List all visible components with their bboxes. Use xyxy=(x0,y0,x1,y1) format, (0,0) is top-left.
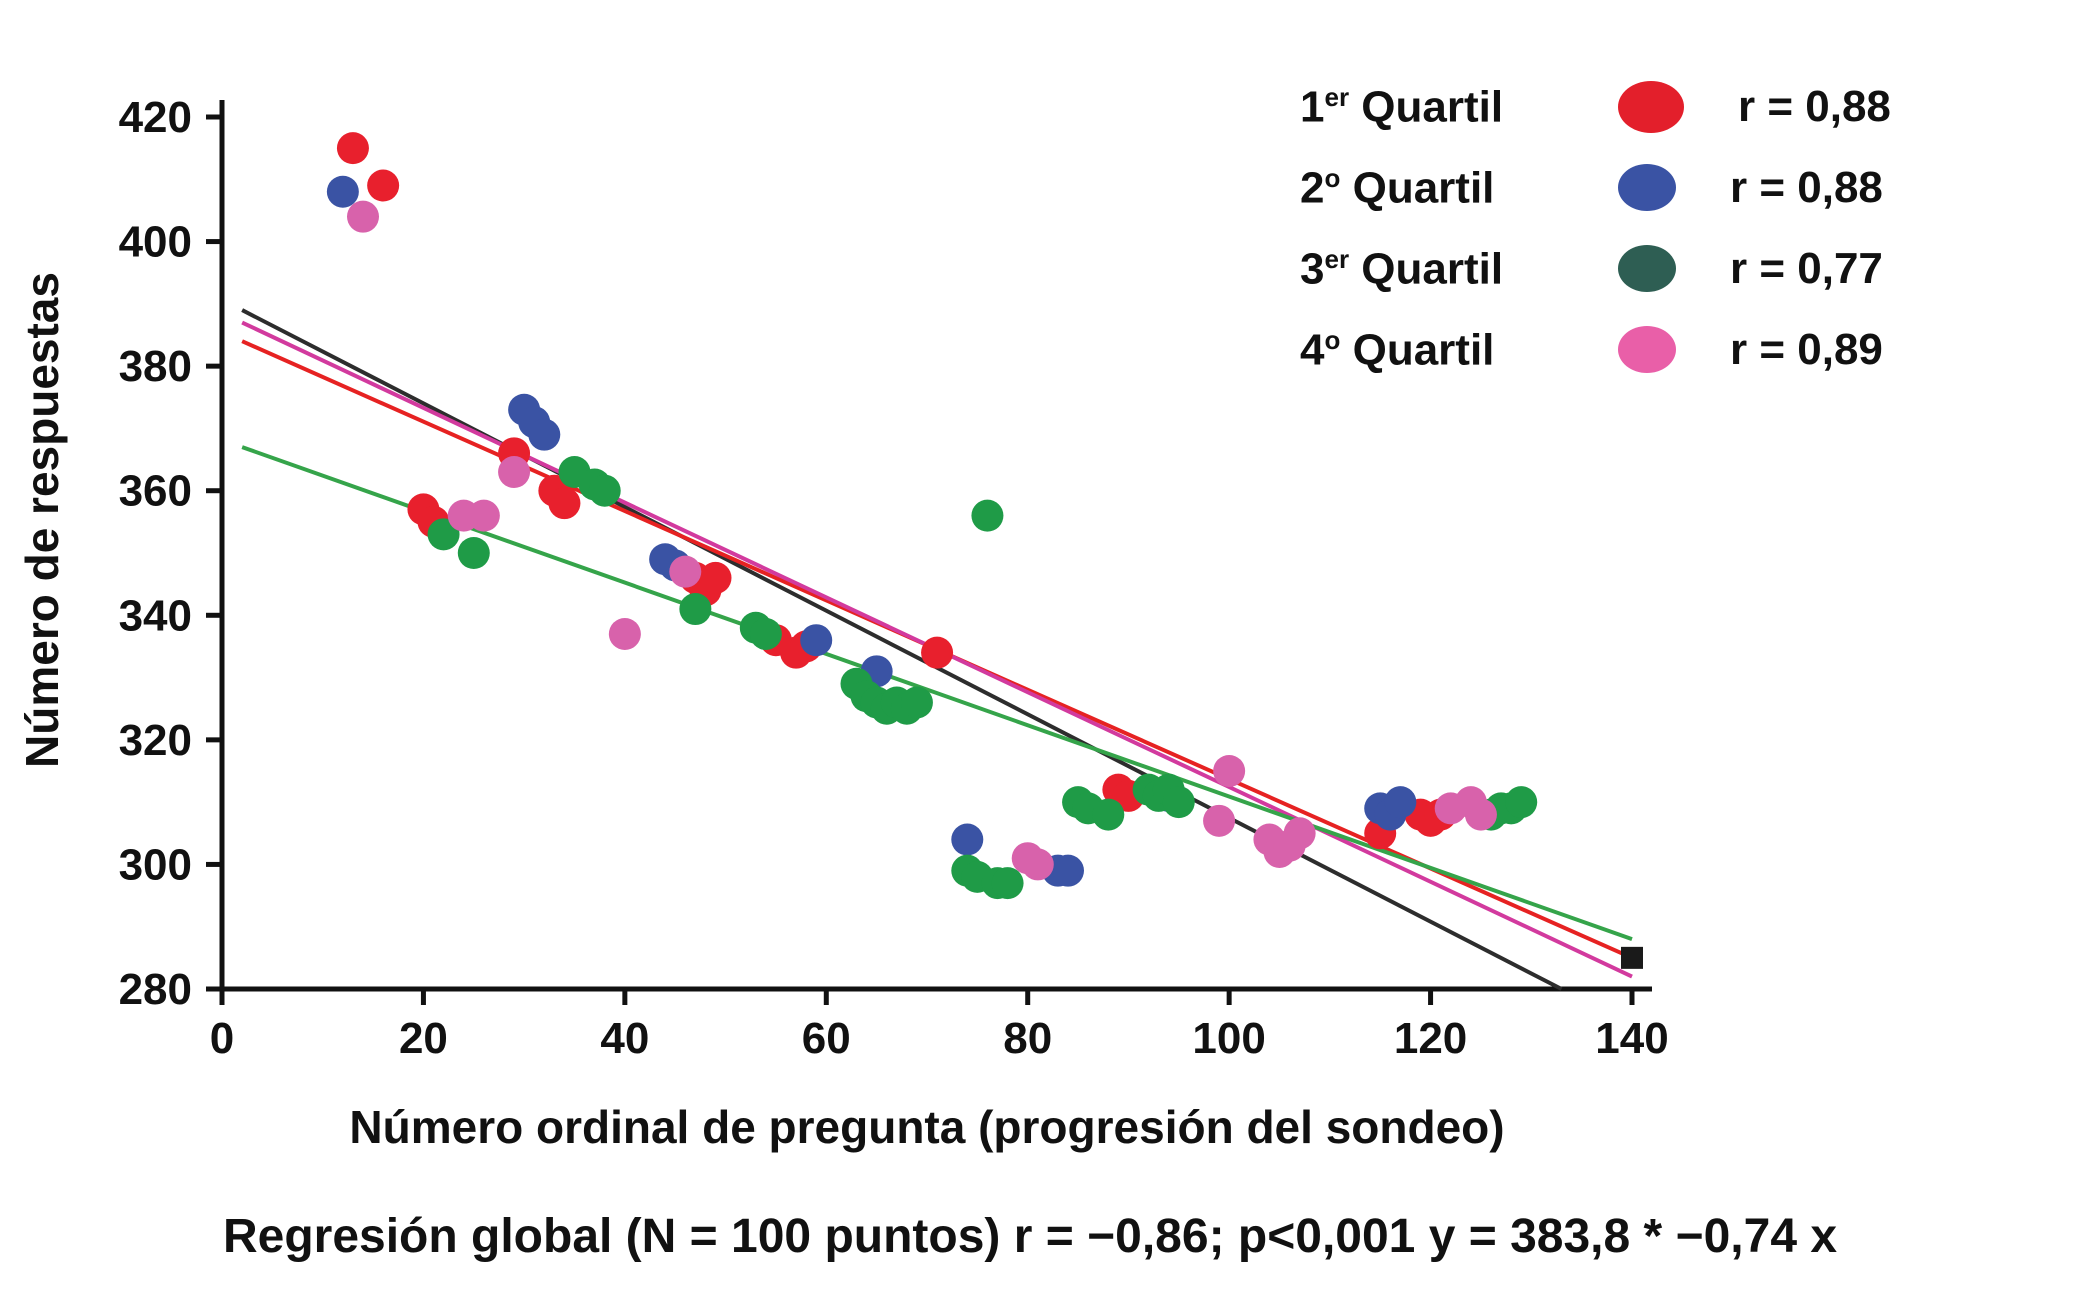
x-tick-label: 20 xyxy=(399,1014,448,1063)
x-tick-label: 60 xyxy=(802,1014,851,1063)
y-tick-label: 420 xyxy=(119,93,192,142)
scatter-point-q2 xyxy=(326,175,359,208)
scatter-point-q4 xyxy=(669,555,702,588)
scatter-point-q3 xyxy=(749,617,782,650)
legend-label: 3er Quartil xyxy=(1300,243,1504,294)
scatter-point-q3 xyxy=(588,474,621,507)
regression-black-line xyxy=(241,308,1563,991)
x-tick-label: 120 xyxy=(1394,1014,1467,1063)
y-tick-label: 300 xyxy=(119,840,192,889)
plot-area: 280 300 320 340 360 380 400 420 0 20 40 60 80 100 120 1… xyxy=(119,93,1669,1063)
scatter-point-q2 xyxy=(800,624,833,657)
scatter-point-q4 xyxy=(347,200,379,233)
x-tick-label: 80 xyxy=(1003,1014,1052,1063)
legend-label: 4o Quartil xyxy=(1300,324,1495,375)
scatter-point-q1 xyxy=(921,636,954,669)
x-tick-label: 140 xyxy=(1595,1014,1668,1063)
scatter-point-q4 xyxy=(1021,848,1054,881)
scatter-point-q4 xyxy=(608,617,641,650)
y-axis-title: Número de respuestas xyxy=(16,272,68,768)
legend-item-q1: 1er Quartil r = 0,88 xyxy=(1300,66,1891,147)
legend-swatch xyxy=(1618,164,1676,211)
legend-r-value: r = 0,88 xyxy=(1730,162,1883,212)
global-regression-caption: Regresión global (N = 100 puntos) r = −0… xyxy=(223,1210,1837,1263)
legend-r-value: r = 0,89 xyxy=(1730,324,1883,374)
scatter-point-q4 xyxy=(1213,755,1246,787)
legend-r-value: r = 0,88 xyxy=(1738,81,1891,131)
scatter-point-q2 xyxy=(1384,786,1417,819)
legend-r-value: r = 0,77 xyxy=(1730,243,1883,293)
y-tick-label: 340 xyxy=(119,591,192,640)
legend-item-q2: 2o Quartil r = 0,88 xyxy=(1300,147,1891,228)
legend-label: 2o Quartil xyxy=(1300,162,1495,213)
scatter-point-q4 xyxy=(1464,798,1497,831)
scatter-point-q1 xyxy=(336,132,369,165)
scatter-point-q1 xyxy=(548,487,581,520)
scatter-point-q3 xyxy=(991,867,1024,900)
y-tick-label: 360 xyxy=(119,467,192,516)
scatter-point-q3 xyxy=(971,499,1004,532)
scatter-point-q4 xyxy=(498,456,531,489)
legend-swatch xyxy=(1618,326,1676,373)
y-tick-label: 280 xyxy=(119,965,192,1014)
scatter-point-q4 xyxy=(467,499,500,532)
legend-swatch xyxy=(1618,245,1676,292)
scatter-point-q4 xyxy=(1203,804,1236,837)
y-tick-label: 380 xyxy=(119,342,192,391)
scatter-point-q3 xyxy=(1162,786,1195,819)
scatter-point-q4 xyxy=(1283,817,1316,850)
x-tick-label: 40 xyxy=(600,1014,649,1063)
regression-green-line xyxy=(241,445,1633,942)
scatter-point-q1 xyxy=(699,561,732,594)
end-marker-square xyxy=(1621,946,1643,969)
scatter-point-q2 xyxy=(1052,854,1084,887)
legend-item-q3: 3er Quartil r = 0,77 xyxy=(1300,228,1891,309)
scatter-point-q1 xyxy=(367,169,400,202)
scatter-point-q3 xyxy=(427,518,460,551)
x-tick-label: 0 xyxy=(210,1014,234,1063)
scatter-point-q3 xyxy=(1092,798,1125,831)
x-tick-label: 100 xyxy=(1192,1014,1265,1063)
legend-swatch xyxy=(1618,80,1684,133)
scatter-point-q3 xyxy=(1505,786,1538,819)
y-tick-label: 400 xyxy=(119,218,192,267)
legend-item-q4: 4o Quartil r = 0,89 xyxy=(1300,309,1891,390)
legend: 1er Quartil r = 0,88 2o Quartil r = 0,88 3er… xyxy=(1300,66,1891,390)
scatter-point-q3 xyxy=(457,537,490,569)
scatter-point-q2 xyxy=(951,823,984,856)
scatter-point-q2 xyxy=(528,418,561,451)
scatter-point-q3 xyxy=(679,593,712,626)
scatter-point-q3 xyxy=(900,686,933,719)
legend-label: 1er Quartil xyxy=(1300,81,1504,132)
y-tick-label: 320 xyxy=(119,716,192,765)
x-axis-title: Número ordinal de pregunta (progresión d… xyxy=(349,1101,1504,1153)
